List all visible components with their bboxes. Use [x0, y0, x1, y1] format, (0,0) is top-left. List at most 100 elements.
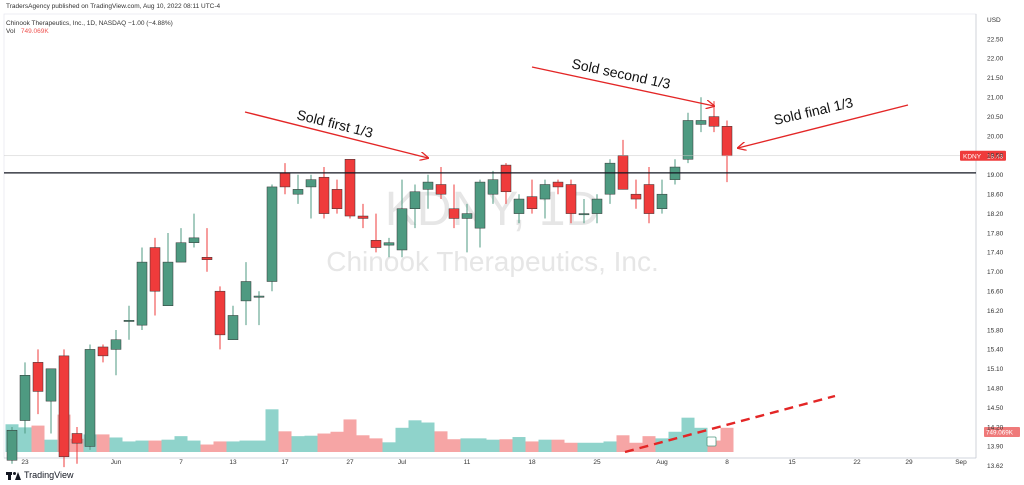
candle-body [266, 186, 278, 282]
volume-bar [278, 431, 292, 452]
candle-body [253, 295, 265, 298]
volume-trend-line [624, 394, 836, 454]
volume-bar [603, 441, 617, 452]
candle-body [526, 196, 538, 209]
symbol-line: Chinook Therapeutics, Inc., 1D, NASDAQ −… [6, 20, 173, 27]
volume-bar [291, 436, 305, 452]
y-tick-label: 15.10 [987, 366, 1004, 373]
tradingview-logo: TradingView [6, 470, 74, 480]
candle-body [591, 198, 603, 214]
volume-bar [655, 438, 669, 452]
x-tick-label: 22 [853, 459, 861, 466]
candle-body [214, 290, 226, 336]
x-tick-label: 11 [464, 459, 471, 466]
y-tick-label: 19.00 [987, 172, 1004, 179]
x-tick-label: Jun [111, 459, 122, 466]
candle-body [318, 176, 330, 214]
volume-bar [252, 440, 266, 452]
y-tick-label: 15.40 [987, 347, 1004, 354]
volume-bar [239, 440, 253, 452]
volume-bar [577, 442, 591, 452]
y-tick-label: 15.80 [987, 327, 1004, 334]
volume-bar [642, 436, 656, 452]
x-tick-label: 29 [905, 459, 913, 466]
volume-bar [616, 435, 630, 452]
candle-body [201, 257, 213, 260]
candle-body [136, 261, 148, 326]
volume-bar [590, 442, 604, 452]
earnings-marker-icon [706, 436, 717, 447]
candle-body [422, 181, 434, 190]
candle-body [110, 339, 122, 350]
volume-bar [109, 437, 123, 452]
candle-body [84, 349, 96, 447]
y-tick-label: 19.50 [987, 153, 1004, 160]
candle-body [240, 281, 252, 302]
volume-bar [265, 409, 279, 452]
x-tick-label: Sep [955, 459, 967, 466]
volume-bar [343, 419, 357, 452]
volume-bar [382, 442, 396, 452]
x-tick-label: Aug [656, 459, 668, 466]
published-by: TradersAgency published on TradingView.c… [6, 3, 221, 10]
volume-bar [330, 431, 344, 452]
candle-body [630, 193, 642, 200]
candle-body [279, 172, 291, 188]
volume-bar [148, 440, 162, 452]
y-tick-label: 22.00 [987, 56, 1004, 63]
candle-body [695, 120, 707, 125]
candle-body [370, 240, 382, 248]
y-tick-label: 18.60 [987, 192, 1004, 199]
volume-bar [317, 433, 331, 452]
volume-bar [473, 438, 487, 452]
y-tick-label: 17.00 [987, 269, 1004, 276]
candle-body [539, 184, 551, 200]
volume-bar [31, 425, 45, 452]
candle-body [461, 213, 473, 219]
last-price-value: 19.49 [987, 153, 1004, 160]
volume-bar [564, 442, 578, 452]
volume-bar [304, 435, 318, 452]
volume-bar [395, 427, 409, 452]
volume-bar [161, 439, 175, 452]
candle-body [305, 179, 317, 188]
volume-label: Vol [6, 28, 16, 35]
y-tick-label: 17.40 [987, 250, 1004, 257]
volume-bar [694, 427, 708, 452]
watermark-company: Chinook Therapeutics, Inc. [326, 246, 659, 277]
last-volume-value: 749.069K [986, 430, 1014, 437]
volume-bar [460, 438, 474, 452]
candle-body [604, 162, 616, 195]
volume-bar [226, 441, 240, 452]
candle-body [448, 208, 460, 219]
volume-bar [486, 439, 500, 452]
volume-bar [408, 420, 422, 452]
annotation-label: Sold first 1/3 [295, 106, 375, 140]
x-tick-label: 17 [281, 459, 289, 466]
volume-line: Vol 749.069K [6, 28, 49, 35]
candle-body [32, 362, 44, 392]
x-tick-label: 8 [725, 459, 729, 466]
volume-bar [434, 431, 448, 452]
candle-body [149, 247, 161, 292]
y-tick-label: 20.50 [987, 114, 1004, 121]
candle-body [383, 242, 395, 246]
volume-bar [369, 438, 383, 452]
candle-body [474, 181, 486, 229]
annotation-arrow [531, 66, 714, 106]
candle-body [435, 184, 447, 195]
candle-body [175, 242, 187, 263]
y-tick-label: 16.60 [987, 289, 1004, 296]
candle-body [643, 184, 655, 214]
candle-body [552, 181, 564, 188]
y-tick-label: 21.50 [987, 75, 1004, 82]
candle-body [513, 198, 525, 214]
candle-body [721, 126, 733, 157]
volume-bar [44, 439, 58, 452]
candle-body [97, 346, 109, 357]
volume-bar [356, 435, 370, 452]
candle-body [123, 320, 135, 322]
candle-body [344, 159, 356, 217]
y-tick-label: 21.00 [987, 95, 1004, 102]
